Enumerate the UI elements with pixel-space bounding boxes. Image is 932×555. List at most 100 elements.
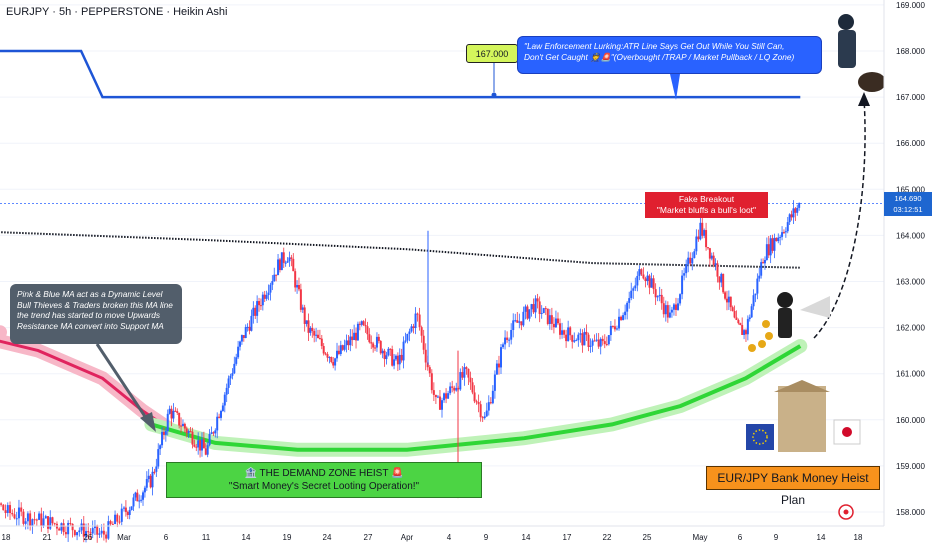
candle-body[interactable] [622,315,625,320]
candle-body[interactable] [552,323,555,328]
candle-body[interactable] [100,530,103,534]
candle-body[interactable] [322,346,325,354]
candle-body[interactable] [204,448,207,455]
candle-body[interactable] [51,517,54,524]
candle-body[interactable] [282,252,285,263]
candle-body[interactable] [487,402,490,411]
candle-body[interactable] [640,269,643,275]
candle-body[interactable] [720,273,723,283]
candle-body[interactable] [733,310,736,318]
candle-body[interactable] [737,320,740,324]
candle-body[interactable] [258,301,261,306]
candle-body[interactable] [404,340,407,342]
candle-body[interactable] [453,387,456,391]
candle-body[interactable] [585,331,588,335]
candle-body[interactable] [128,510,131,516]
candle-body[interactable] [679,294,682,304]
candle-body[interactable] [20,507,23,512]
candle-body[interactable] [345,340,348,346]
candle-body[interactable] [275,274,278,276]
candle-body[interactable] [248,326,251,331]
candle-body[interactable] [265,295,268,299]
candle-body[interactable] [491,390,494,404]
candle-body[interactable] [315,334,318,336]
candle-body[interactable] [233,363,236,374]
candle-body[interactable] [754,293,757,296]
candle-body[interactable] [548,315,551,324]
candle-body[interactable] [76,532,79,536]
candle-body[interactable] [351,336,354,341]
candle-body[interactable] [49,517,52,529]
candle-body[interactable] [130,506,133,511]
candle-body[interactable] [685,264,688,274]
candle-body[interactable] [536,298,539,302]
candle-body[interactable] [569,327,572,336]
candle-body[interactable] [256,301,259,316]
candle-body[interactable] [485,410,488,417]
candle-body[interactable] [337,350,340,355]
candle-body[interactable] [124,507,127,512]
candle-body[interactable] [630,290,633,299]
candle-body[interactable] [286,261,289,263]
candle-body[interactable] [187,431,190,434]
candle-body[interactable] [240,335,243,342]
candle-body[interactable] [231,373,234,376]
candle-body[interactable] [599,338,602,347]
candle-body[interactable] [443,393,446,401]
candle-body[interactable] [632,288,635,291]
candle-body[interactable] [628,298,631,303]
candle-body[interactable] [67,522,70,535]
candle-body[interactable] [786,222,789,232]
candle-body[interactable] [601,338,604,342]
candle-body[interactable] [605,343,608,345]
candle-body[interactable] [668,312,671,318]
candle-body[interactable] [722,273,725,293]
candle-body[interactable] [642,274,645,279]
candle-body[interactable] [420,327,423,336]
candle-body[interactable] [71,523,74,531]
candle-body[interactable] [385,355,388,360]
candle-body[interactable] [389,348,392,350]
candle-body[interactable] [31,519,34,526]
candle-body[interactable] [6,505,9,513]
candle-body[interactable] [73,530,76,536]
candle-body[interactable] [518,321,521,323]
candle-body[interactable] [82,523,85,537]
candle-body[interactable] [524,306,527,312]
candle-body[interactable] [164,431,167,435]
candle-body[interactable] [416,313,419,315]
candle-body[interactable] [358,323,361,325]
candle-body[interactable] [445,393,448,399]
candle-body[interactable] [712,255,715,265]
candle-body[interactable] [263,294,266,299]
candle-body[interactable] [646,275,649,282]
candle-body[interactable] [400,354,403,361]
candle-body[interactable] [758,275,761,279]
candle-body[interactable] [752,295,755,307]
candle-body[interactable] [534,298,537,313]
candle-body[interactable] [538,301,541,314]
candle-body[interactable] [15,518,18,520]
candle-body[interactable] [11,513,14,515]
candle-body[interactable] [532,304,535,313]
candle-body[interactable] [64,532,67,535]
candle-body[interactable] [197,440,200,448]
candle-body[interactable] [691,258,694,264]
candle-body[interactable] [516,320,519,323]
candle-body[interactable] [746,319,749,335]
candle-body[interactable] [705,230,708,248]
candle-body[interactable] [681,275,684,295]
candle-body[interactable] [510,330,513,340]
candle-body[interactable] [259,305,262,307]
candle-body[interactable] [626,302,629,312]
candle-body[interactable] [229,375,232,379]
candle-body[interactable] [567,327,570,342]
candle-body[interactable] [347,340,350,346]
candle-body[interactable] [153,471,156,473]
candle-body[interactable] [132,497,135,507]
candle-body[interactable] [242,335,245,339]
candle-body[interactable] [735,317,738,321]
candle-body[interactable] [33,519,36,521]
candle-body[interactable] [109,521,112,524]
candle-body[interactable] [149,475,152,488]
